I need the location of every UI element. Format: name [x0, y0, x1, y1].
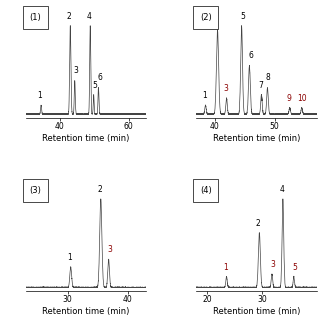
Text: 5: 5 — [92, 81, 97, 90]
Text: 1: 1 — [223, 263, 228, 272]
Text: 1: 1 — [67, 253, 72, 262]
X-axis label: Retention time (min): Retention time (min) — [42, 134, 130, 143]
Text: 2: 2 — [256, 219, 260, 228]
Text: (4): (4) — [200, 186, 212, 195]
Text: 3: 3 — [107, 245, 112, 254]
Text: 10: 10 — [298, 94, 307, 103]
Text: 4: 4 — [86, 12, 91, 20]
Text: (2): (2) — [200, 13, 212, 22]
Text: 4: 4 — [279, 185, 284, 194]
Text: 3: 3 — [270, 260, 275, 269]
Text: 5: 5 — [240, 12, 245, 20]
Text: 6: 6 — [97, 74, 102, 83]
Text: 1: 1 — [203, 91, 207, 100]
Text: 8: 8 — [266, 74, 271, 83]
Text: 2: 2 — [97, 185, 102, 194]
Text: 6: 6 — [248, 51, 253, 60]
Text: 5: 5 — [292, 263, 297, 272]
X-axis label: Retention time (min): Retention time (min) — [42, 307, 130, 316]
Text: (3): (3) — [29, 186, 41, 195]
Text: (1): (1) — [29, 13, 41, 22]
X-axis label: Retention time (min): Retention time (min) — [213, 307, 300, 316]
Text: 7: 7 — [258, 81, 263, 90]
Text: 9: 9 — [287, 94, 292, 103]
X-axis label: Retention time (min): Retention time (min) — [213, 134, 300, 143]
Text: 2: 2 — [66, 12, 71, 20]
Text: 2: 2 — [213, 16, 218, 25]
Text: 1: 1 — [38, 91, 43, 100]
Text: 3: 3 — [73, 67, 78, 76]
Text: 3: 3 — [223, 84, 228, 93]
